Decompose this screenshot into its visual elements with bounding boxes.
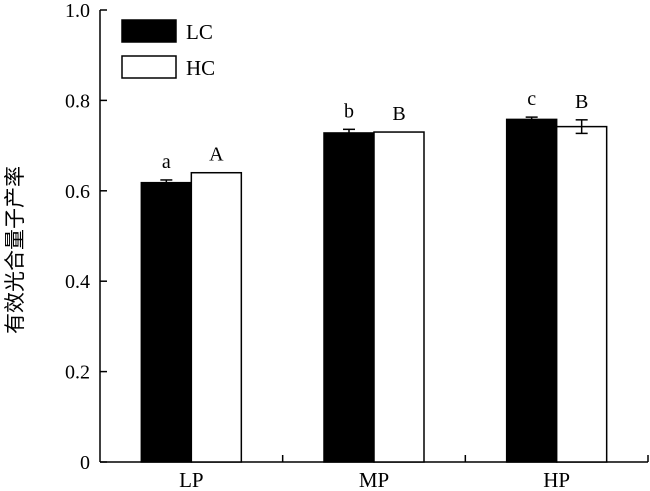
y-axis-label-group: 有效光合量子产率 [3, 166, 27, 334]
y-tick-label: 0.2 [65, 362, 90, 384]
bar-hc [190, 171, 243, 463]
significance-label: b [344, 100, 354, 122]
y-tick-label: 0.8 [65, 90, 90, 112]
bars: a Ab Bc B [140, 88, 608, 463]
x-tick-label: LP [179, 468, 204, 491]
x-tick-label: MP [359, 468, 389, 491]
y-axis-label: 有效光合量子产率 [3, 166, 27, 334]
bar-lc [323, 132, 375, 463]
bar-lc [505, 118, 558, 463]
legend: LC HC [121, 19, 215, 80]
y-tick-label: 0.6 [65, 181, 90, 203]
significance-label: B [392, 103, 405, 125]
y-tick-label: 1.0 [65, 0, 90, 22]
significance-label: A [209, 144, 224, 166]
legend-label-hc: HC [186, 56, 215, 80]
bar-lc [140, 181, 193, 463]
bar-hc [373, 131, 425, 463]
bar-hc [555, 125, 608, 463]
axes: 0 0.2 0.4 0.6 0.8 1.0 LP MP HP [65, 0, 649, 491]
significance-label: B [575, 91, 588, 113]
y-tick-label: 0 [80, 452, 90, 474]
significance-label: c [527, 88, 536, 110]
x-tick-label: HP [543, 468, 570, 491]
legend-label-lc: LC [186, 20, 213, 44]
significance-label: a [162, 151, 171, 173]
y-tick-label: 0.4 [65, 271, 90, 293]
legend-swatch-lc [121, 19, 177, 43]
legend-swatch-hc [121, 55, 177, 79]
